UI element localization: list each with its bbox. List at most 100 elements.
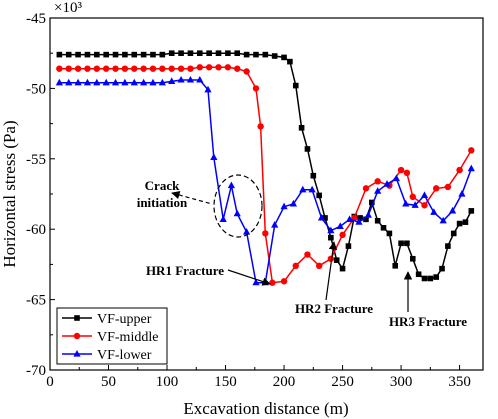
data-point bbox=[205, 64, 213, 71]
data-point bbox=[84, 51, 91, 58]
x-tick-label: 250 bbox=[331, 374, 354, 390]
data-point bbox=[112, 65, 119, 72]
data-point bbox=[444, 183, 452, 191]
data-point bbox=[289, 199, 298, 207]
data-point bbox=[121, 65, 129, 72]
x-tick-label: 100 bbox=[156, 374, 179, 390]
data-point bbox=[409, 255, 416, 262]
data-point bbox=[55, 78, 63, 86]
series-vf-middle bbox=[56, 64, 475, 286]
legend-marker bbox=[74, 315, 80, 321]
data-point bbox=[298, 125, 305, 131]
data-point bbox=[178, 50, 184, 56]
data-point bbox=[234, 65, 241, 72]
data-point bbox=[339, 231, 346, 239]
data-point bbox=[458, 190, 466, 197]
data-point bbox=[122, 51, 128, 58]
data-point bbox=[392, 263, 399, 269]
legend-marker bbox=[73, 332, 81, 340]
y-tick-label: -65 bbox=[26, 293, 46, 309]
data-point bbox=[187, 65, 194, 72]
data-point bbox=[415, 271, 422, 278]
data-point bbox=[445, 243, 451, 249]
y-tick-label: -60 bbox=[26, 222, 46, 238]
data-point bbox=[328, 234, 334, 241]
data-point bbox=[386, 230, 393, 237]
data-point bbox=[468, 208, 475, 214]
data-point bbox=[433, 274, 439, 280]
data-point bbox=[196, 50, 203, 56]
y-axis-ticks: -45 -50 -55 -60 -65 -70 bbox=[26, 11, 55, 379]
data-point bbox=[210, 153, 218, 160]
data-point bbox=[140, 78, 148, 86]
data-point bbox=[398, 240, 404, 247]
data-point bbox=[94, 51, 100, 58]
y-axis-title: Horizontal stress (Pa) bbox=[0, 120, 19, 267]
data-point bbox=[224, 64, 232, 71]
series-layer bbox=[55, 50, 475, 286]
data-point bbox=[409, 193, 416, 201]
data-point bbox=[93, 65, 101, 72]
data-point bbox=[215, 64, 222, 71]
data-point bbox=[56, 65, 63, 72]
data-point bbox=[102, 65, 110, 72]
annotations: Crack initiation HR1 Fracture HR2 Fractu… bbox=[137, 174, 467, 329]
data-point bbox=[56, 51, 63, 58]
data-point bbox=[168, 50, 175, 56]
series-vf-lower bbox=[55, 75, 475, 286]
data-point bbox=[402, 199, 410, 207]
x-tick-label: 50 bbox=[101, 374, 116, 390]
data-point bbox=[317, 213, 326, 221]
data-point bbox=[339, 265, 346, 272]
data-point bbox=[187, 50, 194, 56]
series-vf-upper bbox=[56, 50, 475, 282]
data-point bbox=[411, 201, 419, 208]
data-point bbox=[450, 230, 457, 237]
data-point bbox=[432, 185, 440, 192]
hr1-label: HR1 Fracture bbox=[146, 263, 224, 278]
data-point bbox=[374, 187, 382, 194]
crack-label-line2: initiation bbox=[137, 195, 188, 210]
data-point bbox=[93, 78, 101, 86]
data-point bbox=[345, 243, 352, 249]
data-point bbox=[456, 166, 463, 174]
hr2-label: HR2 Fracture bbox=[295, 301, 373, 316]
data-point bbox=[253, 51, 259, 58]
x-axis-ticks: 0 50 100 150 200 250 300 350 bbox=[46, 365, 471, 390]
data-point bbox=[304, 146, 311, 152]
data-point bbox=[234, 50, 241, 56]
data-point bbox=[280, 202, 288, 210]
data-point bbox=[439, 216, 447, 224]
data-point bbox=[292, 82, 299, 89]
data-point bbox=[252, 85, 260, 92]
data-point bbox=[215, 50, 222, 56]
data-point bbox=[316, 192, 322, 199]
y-tick-label: -55 bbox=[26, 152, 46, 168]
data-point bbox=[363, 216, 369, 223]
data-point bbox=[225, 50, 231, 56]
data-point bbox=[103, 51, 109, 58]
data-point bbox=[357, 215, 363, 221]
y-tick-label: -70 bbox=[26, 363, 46, 379]
series-line bbox=[59, 79, 473, 284]
data-point bbox=[281, 54, 287, 61]
data-point bbox=[420, 191, 429, 199]
data-point bbox=[177, 75, 185, 83]
data-point bbox=[158, 78, 166, 86]
data-point bbox=[333, 257, 340, 263]
data-point bbox=[374, 217, 381, 224]
data-point bbox=[287, 58, 293, 65]
x-tick-label: 300 bbox=[390, 374, 413, 390]
legend-label: VF-lower bbox=[97, 348, 152, 363]
data-point bbox=[140, 51, 147, 58]
data-point bbox=[196, 75, 204, 83]
legend-label: VF-middle bbox=[97, 330, 158, 345]
data-point bbox=[468, 147, 475, 154]
data-point bbox=[140, 65, 147, 72]
data-point bbox=[252, 278, 260, 286]
data-point bbox=[462, 219, 469, 225]
data-point bbox=[262, 230, 269, 237]
data-point bbox=[448, 206, 457, 214]
